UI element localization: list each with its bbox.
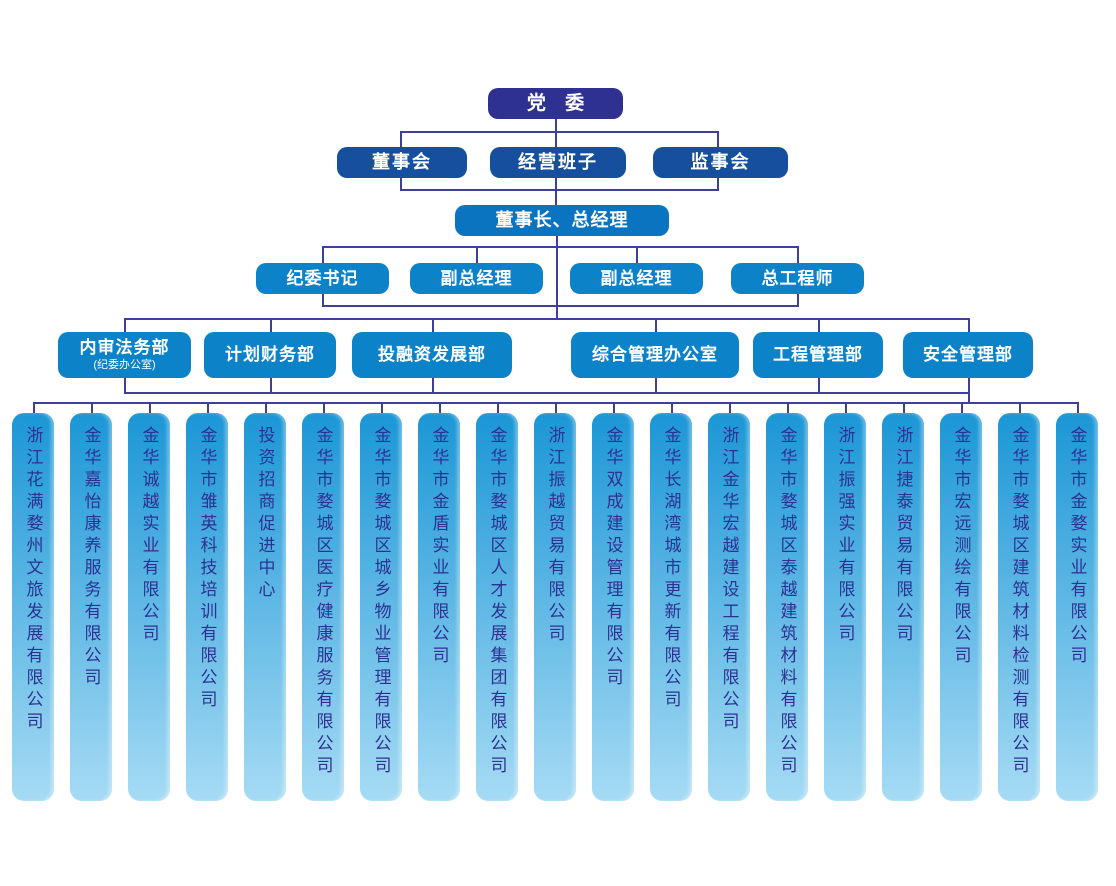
company-name: 金华市婺城区医疗健康服务有限公司 xyxy=(313,426,333,778)
company-name: 金华市婺城区城乡物业管理有限公司 xyxy=(371,426,391,778)
company-column: 金华双成建设管理有限公司 xyxy=(592,413,634,801)
connector-line xyxy=(845,402,847,414)
company-column: 金华诚越实业有限公司 xyxy=(128,413,170,801)
connector-line xyxy=(124,392,969,394)
deputy-general-manager-box: 副总经理 xyxy=(570,263,703,294)
dept-internal-audit-legal-box: 内审法务部 (纪委办公室) xyxy=(58,332,191,378)
connector-line xyxy=(33,402,35,414)
connector-line xyxy=(961,402,963,414)
connector-line xyxy=(124,318,969,320)
company-name: 金华市金婺实业有限公司 xyxy=(1067,426,1087,668)
connector-line xyxy=(1019,402,1021,414)
company-column: 金华市婺城区人才发展集团有限公司 xyxy=(476,413,518,801)
connector-line xyxy=(787,402,789,414)
company-column: 浙江金华宏越建设工程有限公司 xyxy=(708,413,750,801)
connector-line xyxy=(270,318,272,333)
connector-line xyxy=(322,305,799,307)
company-column: 金华市婺城区城乡物业管理有限公司 xyxy=(360,413,402,801)
dept-label: 内审法务部 xyxy=(79,338,170,358)
connector-line xyxy=(1077,402,1079,414)
connector-line xyxy=(729,402,731,414)
connector-line xyxy=(556,235,558,320)
company-name: 金华双成建设管理有限公司 xyxy=(603,426,623,690)
company-name: 浙江花满婺州文旅发展有限公司 xyxy=(23,426,43,734)
dept-label: 安全管理部 xyxy=(923,345,1013,365)
company-column: 金华市婺城区建筑材料检测有限公司 xyxy=(998,413,1040,801)
chairman-general-manager-box: 董事长、总经理 xyxy=(455,205,669,236)
connector-line xyxy=(497,402,499,414)
connector-line xyxy=(432,318,434,333)
dept-safety-management-box: 安全管理部 xyxy=(903,332,1033,378)
company-name: 浙江捷泰贸易有限公司 xyxy=(893,426,913,646)
company-column: 金华嘉怡康养服务有限公司 xyxy=(70,413,112,801)
connector-line xyxy=(381,402,383,414)
company-column: 浙江振越贸易有限公司 xyxy=(534,413,576,801)
connector-line xyxy=(439,402,441,414)
dept-sublabel: (纪委办公室) xyxy=(93,358,156,371)
dept-engineering-management-box: 工程管理部 xyxy=(753,332,883,378)
company-name: 浙江振强实业有限公司 xyxy=(835,426,855,646)
connector-line xyxy=(432,377,434,393)
company-column: 金华市宏远测绘有限公司 xyxy=(940,413,982,801)
company-column: 金华长湖湾城市更新有限公司 xyxy=(650,413,692,801)
connector-line xyxy=(322,246,799,248)
connector-line xyxy=(91,402,93,414)
connector-line xyxy=(903,402,905,414)
company-column: 浙江振强实业有限公司 xyxy=(824,413,866,801)
company-name: 金华长湖湾城市更新有限公司 xyxy=(661,426,681,712)
connector-line xyxy=(671,402,673,414)
dept-label: 综合管理办公室 xyxy=(592,345,718,365)
company-name: 金华市金盾实业有限公司 xyxy=(429,426,449,668)
connector-line xyxy=(636,246,638,264)
company-name: 金华诚越实业有限公司 xyxy=(139,426,159,646)
connector-line xyxy=(655,377,657,393)
company-name: 金华市雏英科技培训有限公司 xyxy=(197,426,217,712)
connector-line xyxy=(655,318,657,333)
company-column: 金华市婺城区医疗健康服务有限公司 xyxy=(302,413,344,801)
dept-planning-finance-box: 计划财务部 xyxy=(204,332,336,378)
company-column: 浙江捷泰贸易有限公司 xyxy=(882,413,924,801)
connector-line xyxy=(149,402,151,414)
company-name: 投资招商促进中心 xyxy=(255,426,275,602)
company-column: 金华市金盾实业有限公司 xyxy=(418,413,460,801)
connector-line xyxy=(476,246,478,264)
board-of-directors-box: 董事会 xyxy=(337,147,467,178)
dept-label: 工程管理部 xyxy=(773,345,863,365)
company-column: 金华市金婺实业有限公司 xyxy=(1056,413,1098,801)
company-column: 金华市雏英科技培训有限公司 xyxy=(186,413,228,801)
chief-engineer-box: 总工程师 xyxy=(731,263,864,294)
dept-investment-financing-box: 投融资发展部 xyxy=(352,332,512,378)
company-column: 金华市婺城区泰越建筑材料有限公司 xyxy=(766,413,808,801)
company-column: 投资招商促进中心 xyxy=(244,413,286,801)
connector-line xyxy=(818,318,820,333)
company-name: 金华市宏远测绘有限公司 xyxy=(951,426,971,668)
company-name: 金华市婺城区建筑材料检测有限公司 xyxy=(1009,426,1029,778)
company-name: 浙江振越贸易有限公司 xyxy=(545,426,565,646)
company-column: 浙江花满婺州文旅发展有限公司 xyxy=(12,413,54,801)
connector-line xyxy=(207,402,209,414)
supervisory-board-box: 监事会 xyxy=(653,147,788,178)
connector-line xyxy=(400,189,719,191)
connector-line xyxy=(400,131,718,133)
management-team-box: 经营班子 xyxy=(490,147,626,178)
dept-general-admin-office-box: 综合管理办公室 xyxy=(571,332,739,378)
party-committee-box: 党 委 xyxy=(488,88,623,119)
company-name: 金华市婺城区人才发展集团有限公司 xyxy=(487,426,507,778)
connector-line xyxy=(265,402,267,414)
company-name: 金华嘉怡康养服务有限公司 xyxy=(81,426,101,690)
connector-line xyxy=(270,377,272,393)
dept-label: 计划财务部 xyxy=(225,345,315,365)
company-name: 浙江金华宏越建设工程有限公司 xyxy=(719,426,739,734)
connector-line xyxy=(323,402,325,414)
deputy-general-manager-box: 副总经理 xyxy=(410,263,543,294)
connector-line xyxy=(613,402,615,414)
discipline-secretary-box: 纪委书记 xyxy=(256,263,389,294)
dept-label: 投融资发展部 xyxy=(378,345,486,365)
connector-line xyxy=(818,377,820,393)
company-name: 金华市婺城区泰越建筑材料有限公司 xyxy=(777,426,797,778)
connector-line xyxy=(555,402,557,414)
